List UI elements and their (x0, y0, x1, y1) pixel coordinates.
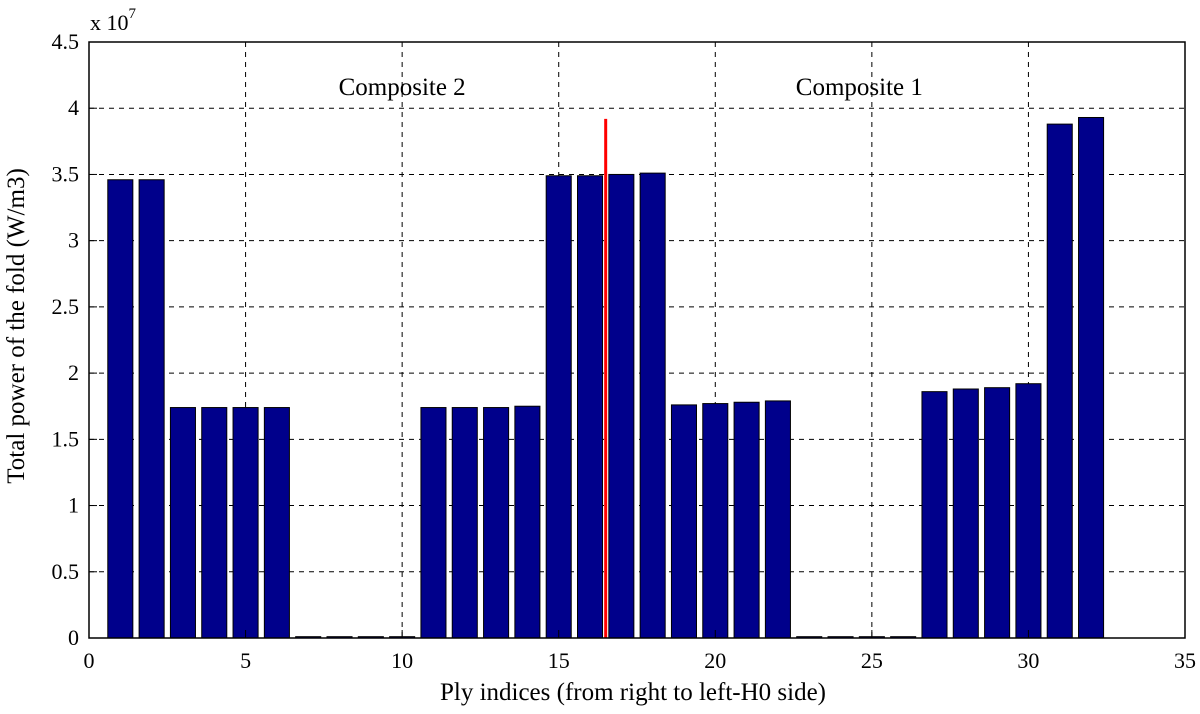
bar (232, 407, 259, 639)
bar (670, 404, 697, 639)
x-tick-label: 35 (1174, 648, 1196, 673)
bar (921, 391, 948, 639)
x-tick-label: 20 (704, 648, 726, 673)
y-tick-labels: 0 0.5 1 1.5 2 2.5 3 3.5 4 4.5 (52, 29, 97, 650)
bar (1015, 383, 1042, 639)
bar (608, 173, 635, 639)
y-tick-label: 4.5 (52, 29, 80, 54)
y-multiplier-text: x 10 (90, 10, 129, 35)
y-exponent-text: 7 (129, 6, 137, 22)
y-tick-label: 0 (68, 625, 79, 650)
annotation-label: Composite 1 (796, 74, 923, 101)
y-tick-label: 0.5 (52, 559, 80, 584)
bar (545, 175, 572, 639)
y-exponent-label: x 107 (90, 6, 137, 35)
bar (952, 388, 979, 639)
bar (451, 407, 478, 639)
x-tick-label: 15 (548, 648, 570, 673)
bar (514, 405, 541, 639)
x-tick-label: 30 (1017, 648, 1039, 673)
x-tick-label: 5 (240, 648, 251, 673)
bar (107, 179, 134, 639)
x-tick-label: 0 (84, 648, 95, 673)
bar (1078, 116, 1105, 639)
bar (420, 407, 447, 639)
bar (263, 407, 290, 639)
bar (201, 407, 228, 639)
y-tick-label: 3 (68, 228, 79, 253)
plot-frame (88, 41, 1186, 639)
y-tick-label: 2.5 (52, 294, 80, 319)
y-tick-label: 4 (68, 95, 79, 120)
bar (984, 387, 1011, 639)
bar (639, 172, 666, 639)
x-axis-label: Ply indices (from right to left-H0 side) (440, 679, 826, 706)
y-tick-label: 3.5 (52, 161, 80, 186)
x-tick-label: 10 (391, 648, 413, 673)
bar (138, 179, 165, 639)
annotation-label: Composite 2 (339, 74, 466, 101)
y-tick-label: 1 (68, 493, 79, 518)
bar (169, 407, 196, 639)
annotations: Composite 2 Composite 1 (339, 74, 923, 101)
bar (764, 400, 791, 639)
bar (577, 175, 604, 639)
bar (1046, 123, 1073, 639)
bar (483, 407, 510, 639)
bars (107, 116, 1105, 639)
bar (702, 403, 729, 639)
y-tick-label: 1.5 (52, 426, 80, 451)
y-tick-label: 2 (68, 360, 79, 385)
x-tick-labels: 0 5 10 15 20 25 30 35 (84, 630, 1196, 673)
bar (733, 401, 760, 639)
y-axis-label: Total power of the fold (W/m3) (3, 168, 30, 484)
x-tick-label: 25 (861, 648, 883, 673)
